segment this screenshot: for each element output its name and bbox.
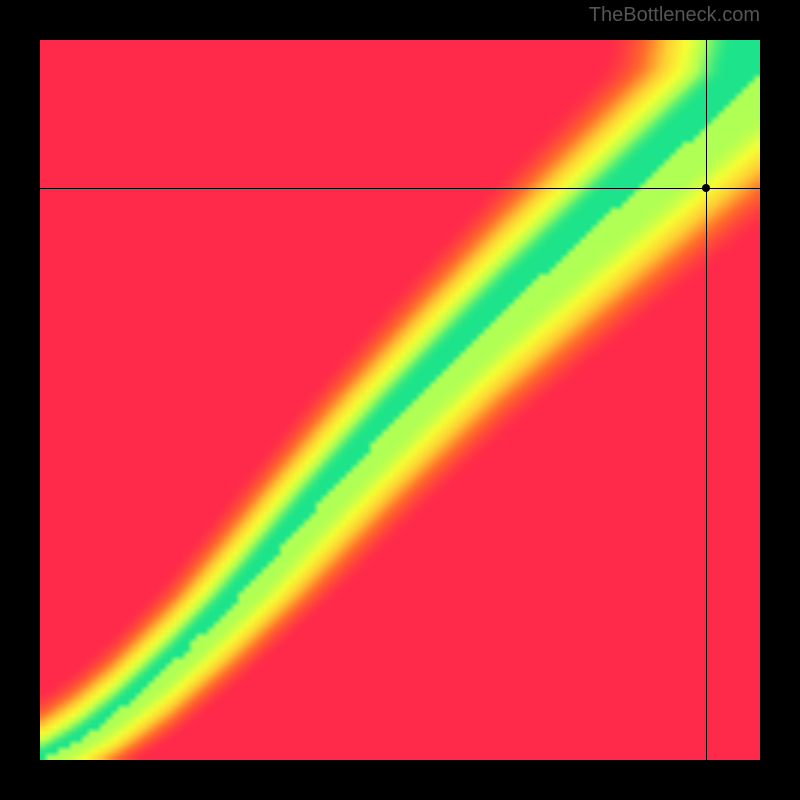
heatmap-canvas (40, 40, 760, 760)
crosshair-vertical (706, 40, 707, 760)
watermark-text: TheBottleneck.com (589, 4, 760, 27)
crosshair-marker (702, 184, 710, 192)
bottleneck-heatmap (40, 40, 760, 760)
crosshair-horizontal (40, 188, 760, 189)
